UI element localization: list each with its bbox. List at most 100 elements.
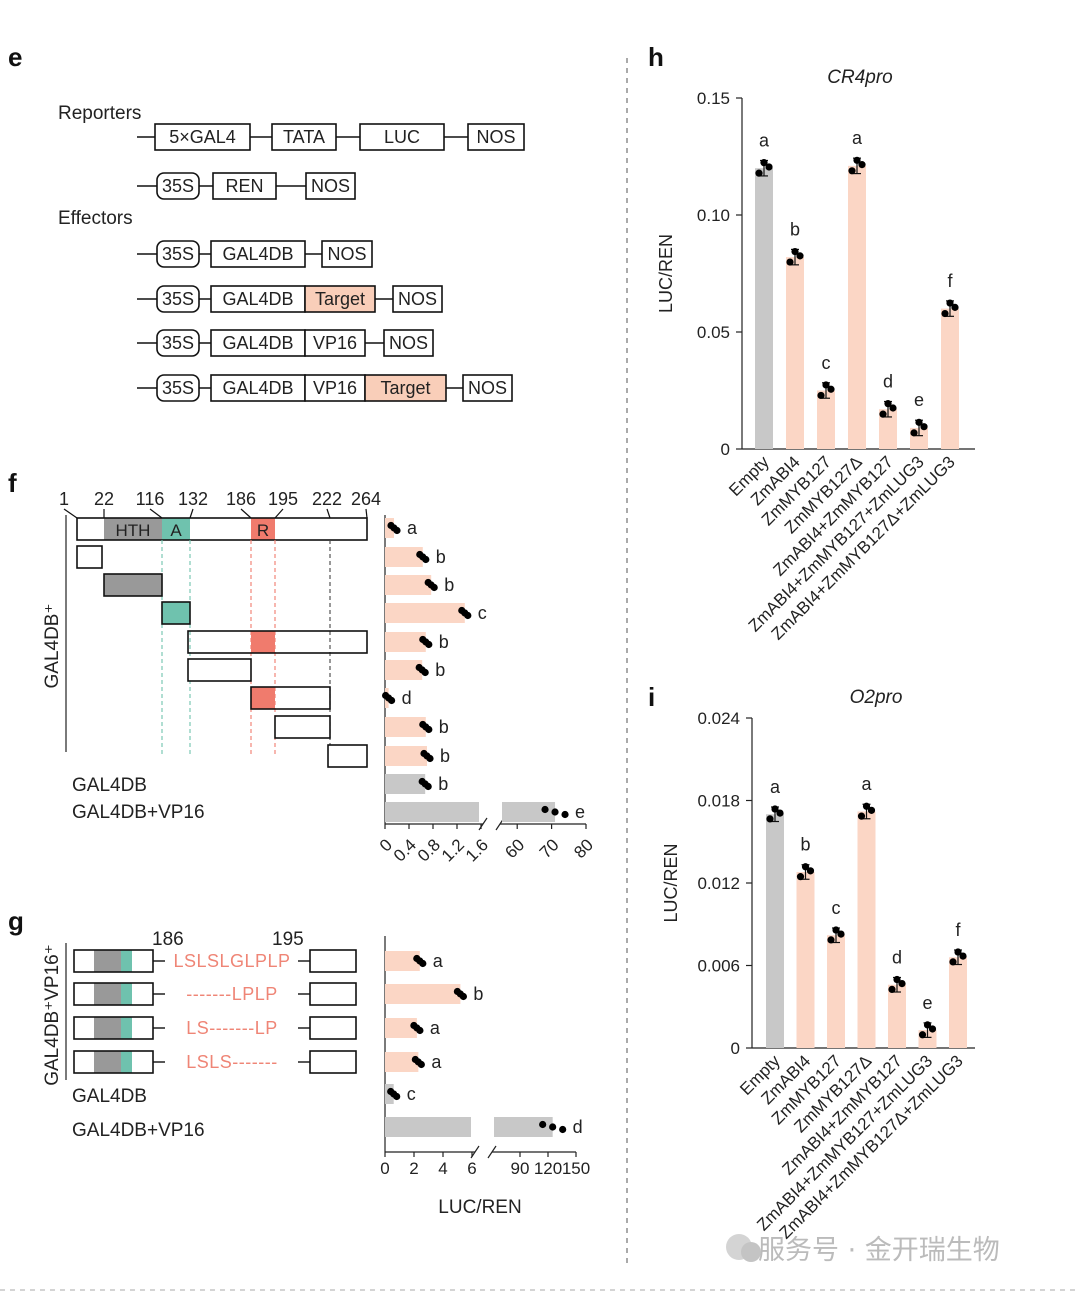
bar-ZmABI4+ZmMYB127Δ+ZmLUG3 — [941, 308, 959, 449]
replicate-dot — [951, 303, 959, 311]
panel-g-pos-186: 186 — [152, 929, 184, 950]
significance-letter: d — [573, 1117, 583, 1137]
bar — [385, 951, 420, 971]
a-block — [121, 1017, 132, 1039]
a-block — [121, 950, 132, 972]
replicate-dot — [920, 423, 928, 431]
replicate-dot — [806, 867, 815, 875]
replicate-dot — [796, 873, 805, 881]
panel-f-side-label: GAL4DB⁺ — [42, 603, 63, 688]
reporter-tata-label: TATA — [283, 127, 325, 147]
replicate-dot — [771, 805, 779, 813]
motif-sequence-2: -------LPLP — [186, 984, 278, 1004]
significance-letter: b — [444, 575, 454, 595]
panel-i-chart: O2pro00.0060.0120.0180.024LUC/RENaEmptyb… — [661, 687, 975, 1243]
position-connector — [63, 508, 78, 519]
significance-letter: c — [478, 603, 487, 623]
bar — [385, 984, 461, 1004]
replicate-dot — [421, 668, 429, 677]
panel-f-control-gal4db-vp16: GAL4DB+VP16 — [72, 802, 205, 823]
bar-ZmMYB127 — [827, 935, 845, 1048]
replicate-dot — [430, 583, 438, 592]
position-connector — [326, 508, 331, 519]
replicate-dot — [425, 640, 433, 649]
ren-nos-label: NOS — [311, 176, 350, 196]
panel-letter-e: e — [8, 42, 22, 72]
significance-letter: f — [947, 271, 953, 291]
bar-ZmMYB127Δ — [848, 165, 866, 450]
panel-letter-f: f — [8, 468, 17, 498]
replicate-dot — [422, 555, 430, 564]
hth-block — [94, 950, 121, 972]
bar-ZmABI4+ZmMYB127 — [879, 409, 897, 449]
bar-segment-left — [385, 1117, 471, 1137]
replicate-dot — [539, 1120, 547, 1129]
replicate-dot — [801, 863, 810, 871]
motif-sequence-1: LSLSLGLPLP — [173, 951, 290, 971]
replicate-dot — [459, 992, 467, 1001]
replicate-dot — [388, 696, 396, 705]
fragment-r-region — [251, 631, 275, 653]
position-tick-22: 22 — [94, 489, 114, 509]
replicate-dot — [551, 808, 559, 816]
ren-ren-box — [212, 172, 277, 200]
truncation-fragment-7 — [274, 715, 331, 739]
truncation-fragment-2 — [103, 573, 163, 597]
bar — [385, 603, 465, 623]
replicate-dot — [776, 809, 784, 817]
bar — [385, 575, 432, 595]
replicate-dot — [888, 985, 896, 993]
panel-letter-i: i — [648, 682, 655, 712]
panel-g-control-gal4db: GAL4DB — [72, 1086, 147, 1107]
panel-g-control-gal4db-vp16: GAL4DB+VP16 — [72, 1120, 205, 1141]
effector-4-part-1-label: 35S — [162, 378, 194, 398]
replicate-dot — [889, 404, 897, 412]
effector-1-part-3-label: NOS — [327, 244, 366, 264]
effector-4-part-5-label: NOS — [468, 378, 507, 398]
effector-4-part-3-box — [304, 374, 366, 402]
replicate-dot — [393, 526, 401, 535]
wechat-icon-bubble — [741, 1242, 761, 1262]
replicate-dot — [910, 429, 918, 437]
effector-4-part-4-label: Target — [380, 378, 430, 398]
replicate-dot — [867, 806, 876, 814]
significance-letter: a — [433, 951, 444, 971]
replicate-dot — [954, 948, 962, 956]
reporter-tata-box — [271, 123, 337, 151]
a-label: A — [170, 521, 182, 540]
replicate-dot — [791, 247, 799, 256]
position-tick-264: 264 — [351, 489, 381, 509]
replicate-dot — [959, 952, 967, 960]
truncation-fragment-6 — [250, 686, 331, 710]
replicate-dot — [755, 169, 763, 177]
hth-block — [94, 983, 121, 1005]
x-tick-label: 0 — [380, 1159, 389, 1178]
replicate-dot — [464, 611, 472, 620]
significance-letter: a — [759, 130, 770, 150]
panel-g-side-label: GAL4DB⁺VP16⁺ — [42, 944, 63, 1086]
replicate-dot — [765, 163, 773, 171]
position-tick-116: 116 — [136, 489, 165, 509]
position-connector — [365, 508, 368, 519]
significance-letter: a — [861, 774, 872, 794]
reporter-nos-label: NOS — [476, 127, 515, 147]
a-domain — [162, 518, 190, 540]
effector-2-part-1-box — [156, 285, 200, 313]
significance-letter: d — [892, 947, 902, 967]
x-tick-label: 6 — [467, 1159, 476, 1178]
bar-segment-right — [494, 1117, 553, 1137]
replicate-dot — [417, 1060, 425, 1069]
effector-3-part-2-box — [210, 329, 306, 357]
significance-letter: a — [430, 1018, 441, 1038]
replicate-dot — [949, 958, 957, 966]
y-tick-label: 0.05 — [697, 323, 730, 342]
reporters-label: Reporters — [58, 103, 141, 124]
replicate-dot — [416, 1026, 424, 1035]
effector-3-part-2-label: GAL4DB — [222, 333, 293, 353]
significance-letter: a — [431, 1052, 442, 1072]
replicate-dot — [941, 309, 949, 318]
significance-letter: c — [407, 1084, 416, 1104]
hth-label: HTH — [116, 521, 151, 540]
effector-3-part-4-box — [383, 329, 434, 357]
bar-ZmABI4 — [796, 872, 815, 1048]
